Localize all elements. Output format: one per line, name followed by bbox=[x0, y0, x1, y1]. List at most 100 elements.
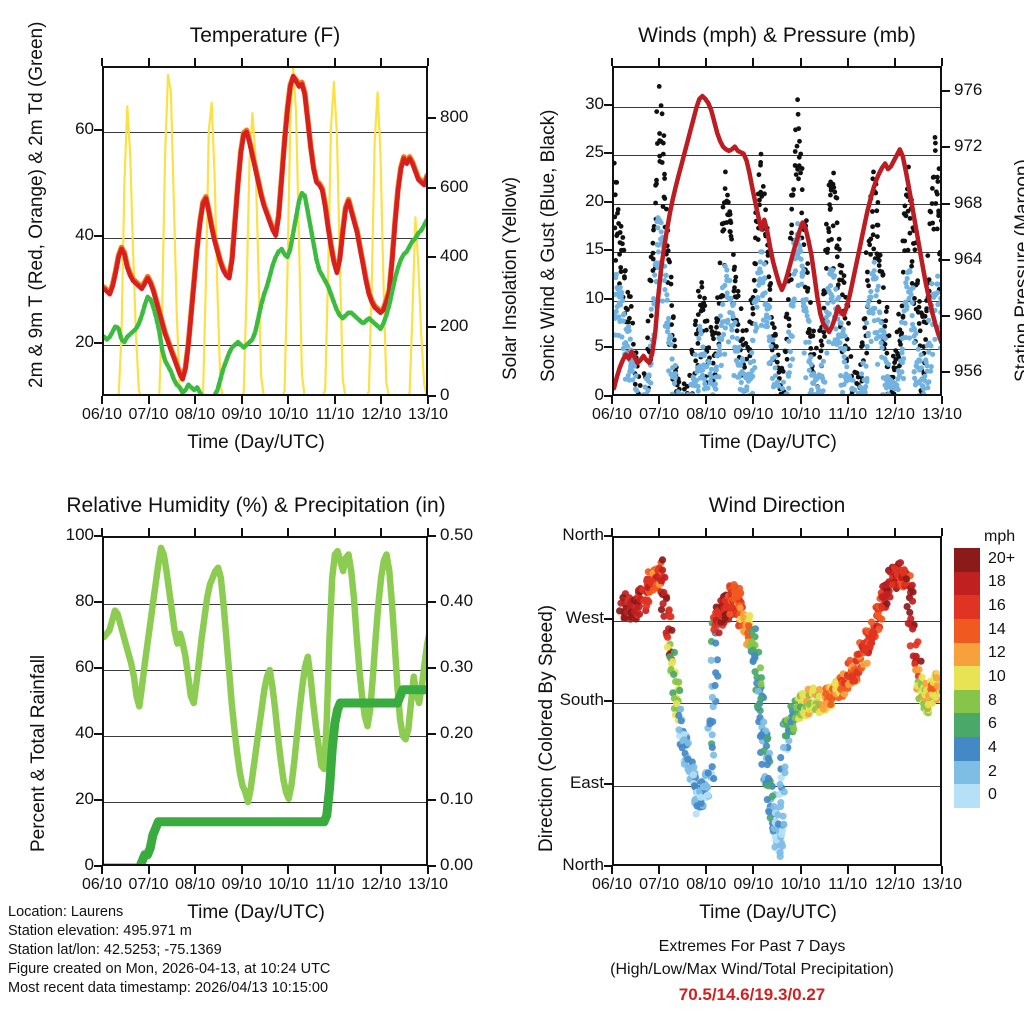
x-tick-label: 09/10 bbox=[733, 406, 774, 423]
y-tick-mark bbox=[428, 325, 436, 328]
axis-label-wind-direction-left: Direction (Colored By Speed) bbox=[536, 604, 557, 852]
series-2m-temperature bbox=[104, 73, 426, 382]
series-layer bbox=[616, 556, 940, 860]
gridline bbox=[104, 132, 426, 133]
x-tick-label: 11/10 bbox=[828, 406, 868, 423]
x-tick-label: 11/10 bbox=[828, 876, 868, 893]
y-tick-mark bbox=[604, 535, 612, 537]
x-tick-label: 10/10 bbox=[780, 876, 821, 893]
colorbar-swatch bbox=[954, 642, 980, 667]
x-tick-mark bbox=[752, 866, 755, 874]
y-tick-label-left: 5 bbox=[594, 336, 604, 356]
y-tick-mark bbox=[94, 667, 102, 669]
chart-title-temperature: Temperature (F) bbox=[189, 24, 341, 47]
x-tick-mark bbox=[194, 528, 197, 536]
colorbar-swatch bbox=[954, 571, 980, 596]
x-tick-mark bbox=[380, 528, 383, 536]
x-tick-mark bbox=[240, 396, 243, 404]
x-tick-mark bbox=[658, 396, 661, 404]
y-tick-mark bbox=[942, 90, 950, 93]
colorbar-swatch bbox=[954, 618, 980, 644]
x-tick-mark bbox=[799, 58, 802, 66]
x-tick-mark bbox=[427, 866, 429, 874]
x-tick-mark bbox=[705, 58, 708, 66]
y-tick-mark bbox=[604, 249, 612, 252]
series-layer bbox=[614, 84, 940, 394]
y-tick-label-direction: North bbox=[562, 855, 604, 874]
y-tick-label-left: 0 bbox=[594, 385, 604, 404]
x-tick-label: 12/10 bbox=[874, 406, 915, 423]
x-tick-mark bbox=[380, 866, 383, 874]
x-tick-label: 11/10 bbox=[315, 406, 355, 423]
colorbar-swatch bbox=[954, 548, 980, 573]
x-tick-mark bbox=[846, 866, 849, 874]
y-tick-label-direction: South bbox=[559, 690, 604, 709]
y-tick-label-left: 100 bbox=[65, 525, 94, 544]
y-tick-label-left: 0 bbox=[84, 855, 94, 874]
chart-title-humidity: Relative Humidity (%) & Precipitation (i… bbox=[66, 494, 446, 517]
x-tick-mark bbox=[846, 396, 849, 404]
x-tick-mark bbox=[287, 58, 290, 66]
x-tick-mark bbox=[611, 396, 613, 404]
x-tick-mark bbox=[333, 396, 336, 404]
series-relative-humidity bbox=[104, 544, 426, 806]
axis-label-humidity-left: Percent & Total Rainfall bbox=[28, 654, 49, 852]
x-tick-label: 06/10 bbox=[591, 406, 633, 423]
gridline bbox=[614, 621, 940, 622]
x-tick-mark bbox=[287, 528, 290, 536]
footer-latlon: Station lat/lon: 42.5253; -75.1369 bbox=[8, 942, 222, 958]
y-tick-label-right: 968 bbox=[954, 192, 983, 212]
x-tick-label: 10/10 bbox=[780, 406, 821, 423]
x-tick-mark bbox=[799, 396, 802, 404]
x-tick-mark bbox=[101, 396, 103, 404]
y-tick-label-left: 40 bbox=[75, 723, 94, 742]
series-layer bbox=[104, 68, 426, 394]
x-tick-label: 08/10 bbox=[686, 406, 727, 423]
x-tick-label: 09/10 bbox=[733, 876, 774, 893]
x-tick-mark bbox=[893, 58, 896, 66]
x-tick-mark bbox=[846, 528, 849, 536]
colorbar-swatch bbox=[954, 784, 980, 809]
x-tick-label: 12/10 bbox=[874, 876, 915, 893]
y-tick-mark bbox=[604, 865, 612, 867]
x-tick-mark bbox=[333, 866, 336, 874]
colorbar-swatch bbox=[954, 666, 980, 691]
panel-temperature: Temperature (F) 2m & 9m T (Red, Orange) … bbox=[0, 0, 521, 460]
y-tick-mark bbox=[94, 733, 102, 735]
y-tick-label-left: 20 bbox=[75, 789, 94, 808]
y-tick-mark bbox=[94, 535, 102, 537]
x-tick-mark bbox=[147, 396, 150, 404]
y-tick-label-right: 0.50 bbox=[440, 525, 474, 544]
x-tick-mark bbox=[658, 528, 661, 536]
gridline bbox=[614, 155, 940, 156]
colorbar-swatch bbox=[954, 713, 980, 738]
chart-title-wind-direction: Wind Direction bbox=[708, 494, 846, 517]
colorbar-tick-label: 20+ bbox=[988, 549, 1016, 567]
gridline bbox=[614, 703, 940, 704]
y-tick-label-right: 976 bbox=[954, 80, 983, 100]
y-tick-mark bbox=[942, 258, 950, 261]
gridline bbox=[614, 786, 940, 787]
x-tick-mark bbox=[287, 866, 290, 874]
y-tick-label-right: 200 bbox=[440, 315, 469, 335]
x-tick-label: 12/10 bbox=[361, 406, 402, 423]
series-station-pressure bbox=[614, 93, 940, 391]
x-tick-mark bbox=[658, 866, 661, 874]
wind-speed-colorbar: 20+ 18 16 14 12 10 8 6 4 2 0 bbox=[954, 548, 1024, 848]
x-tick-mark bbox=[941, 58, 943, 66]
x-tick-mark bbox=[611, 528, 613, 536]
x-tick-mark bbox=[147, 866, 150, 874]
x-tick-label: 08/10 bbox=[686, 876, 727, 893]
gridline bbox=[614, 107, 940, 108]
y-tick-mark bbox=[942, 146, 950, 149]
y-tick-label-left: 10 bbox=[585, 287, 604, 307]
series-solar-insolation bbox=[117, 68, 426, 394]
x-tick-mark bbox=[893, 396, 896, 404]
y-tick-label-direction: North bbox=[562, 525, 604, 544]
y-tick-label-right: 0 bbox=[440, 385, 450, 404]
x-tick-label: 08/10 bbox=[175, 876, 216, 893]
x-tick-mark bbox=[333, 528, 336, 536]
x-tick-label: 13/10 bbox=[921, 876, 963, 893]
gridline bbox=[614, 204, 940, 205]
y-tick-label-right: 600 bbox=[440, 176, 469, 196]
